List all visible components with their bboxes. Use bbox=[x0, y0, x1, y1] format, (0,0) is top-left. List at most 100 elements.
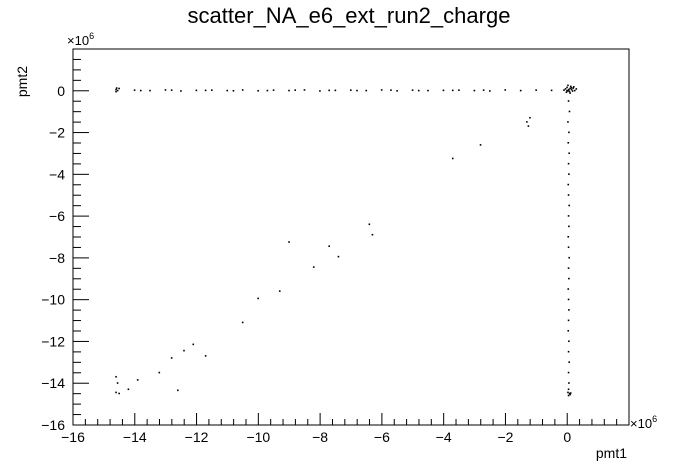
data-point bbox=[328, 89, 330, 92]
data-point bbox=[118, 87, 120, 90]
data-point bbox=[568, 90, 571, 93]
data-point bbox=[272, 89, 275, 91]
data-point bbox=[211, 89, 213, 91]
data-point bbox=[139, 89, 142, 92]
x-tick-label: −6 bbox=[374, 429, 390, 445]
data-point bbox=[396, 89, 398, 92]
data-point bbox=[569, 92, 571, 94]
data-point bbox=[569, 87, 571, 90]
data-point bbox=[170, 89, 173, 91]
data-point bbox=[390, 89, 392, 91]
data-point bbox=[569, 85, 572, 88]
data-point bbox=[567, 236, 570, 238]
data-point bbox=[567, 194, 570, 196]
data-point bbox=[365, 89, 368, 92]
data-point bbox=[568, 382, 570, 384]
x-axis-multiplier: ×106 bbox=[630, 414, 657, 431]
y-tick-label: −14 bbox=[41, 375, 65, 391]
data-point bbox=[526, 121, 528, 123]
x-axis: −16 −14 −12 −10 −8 −6 −4 −2 0 bbox=[61, 413, 630, 445]
data-point bbox=[241, 89, 244, 91]
y-tick-label: −16 bbox=[41, 417, 65, 433]
data-point bbox=[226, 89, 229, 92]
y-tick-label: −10 bbox=[41, 292, 65, 308]
data-point bbox=[567, 162, 570, 165]
data-point bbox=[473, 89, 476, 92]
y-tick-label: −6 bbox=[49, 208, 65, 224]
y-axis: 0 −2 −4 −6 −8 −10 −12 −14 −16 bbox=[41, 48, 89, 433]
data-point bbox=[571, 90, 574, 92]
data-point bbox=[570, 86, 573, 89]
data-point bbox=[567, 319, 570, 322]
data-point bbox=[567, 84, 569, 87]
y-tick-label: −2 bbox=[49, 125, 65, 141]
data-point bbox=[570, 88, 573, 91]
y-tick-label: −4 bbox=[49, 166, 65, 182]
data-point bbox=[568, 392, 571, 395]
data-point bbox=[568, 110, 571, 113]
data-point bbox=[136, 379, 139, 381]
x-axis-label: pmt1 bbox=[596, 445, 627, 461]
data-point bbox=[550, 89, 553, 92]
chart-title: scatter_NA_e6_ext_run2_charge bbox=[188, 3, 511, 28]
data-point bbox=[567, 350, 570, 353]
data-point bbox=[569, 392, 572, 394]
y-tick-label: 0 bbox=[57, 83, 65, 99]
data-point bbox=[451, 89, 454, 92]
data-point bbox=[170, 357, 173, 359]
data-point bbox=[257, 297, 259, 300]
x-tick-label: −12 bbox=[185, 429, 209, 445]
data-point bbox=[118, 392, 120, 395]
data-point bbox=[149, 89, 151, 92]
data-point bbox=[568, 225, 570, 228]
y-axis-multiplier: ×106 bbox=[67, 31, 94, 48]
data-point bbox=[312, 266, 315, 268]
data-point bbox=[127, 388, 130, 391]
data-point bbox=[567, 215, 570, 217]
data-point bbox=[489, 90, 491, 92]
data-point bbox=[568, 204, 570, 207]
data-point bbox=[334, 89, 337, 92]
data-point bbox=[568, 277, 570, 280]
data-point bbox=[116, 89, 119, 92]
scatter-points bbox=[115, 84, 578, 397]
data-point bbox=[535, 89, 537, 91]
data-point bbox=[529, 116, 531, 119]
data-point bbox=[504, 89, 507, 91]
data-point bbox=[158, 371, 161, 374]
data-point bbox=[572, 87, 574, 89]
data-point bbox=[568, 309, 570, 311]
data-point bbox=[116, 382, 119, 384]
x-tick-label: −8 bbox=[312, 429, 328, 445]
data-point bbox=[566, 86, 568, 89]
data-point bbox=[527, 125, 530, 127]
data-point bbox=[417, 89, 420, 92]
data-point bbox=[569, 393, 571, 396]
data-point bbox=[356, 89, 358, 92]
data-point bbox=[567, 142, 570, 144]
data-point bbox=[115, 391, 117, 394]
data-point bbox=[350, 89, 352, 91]
data-point bbox=[567, 298, 570, 301]
data-point bbox=[115, 90, 117, 93]
data-point bbox=[278, 290, 281, 292]
data-point bbox=[380, 89, 383, 91]
data-point bbox=[115, 88, 117, 91]
data-point bbox=[133, 89, 136, 91]
data-point bbox=[319, 90, 321, 92]
data-point bbox=[519, 89, 522, 92]
data-point bbox=[568, 131, 570, 134]
data-point bbox=[573, 86, 575, 88]
data-point bbox=[567, 330, 570, 332]
data-point bbox=[288, 241, 290, 243]
data-point bbox=[288, 89, 290, 92]
data-point bbox=[368, 223, 371, 226]
data-point bbox=[458, 89, 460, 91]
data-point bbox=[567, 121, 569, 123]
data-point bbox=[568, 88, 570, 91]
data-point bbox=[567, 246, 570, 249]
data-point bbox=[568, 152, 570, 155]
data-point bbox=[451, 157, 454, 160]
data-point bbox=[115, 87, 118, 89]
